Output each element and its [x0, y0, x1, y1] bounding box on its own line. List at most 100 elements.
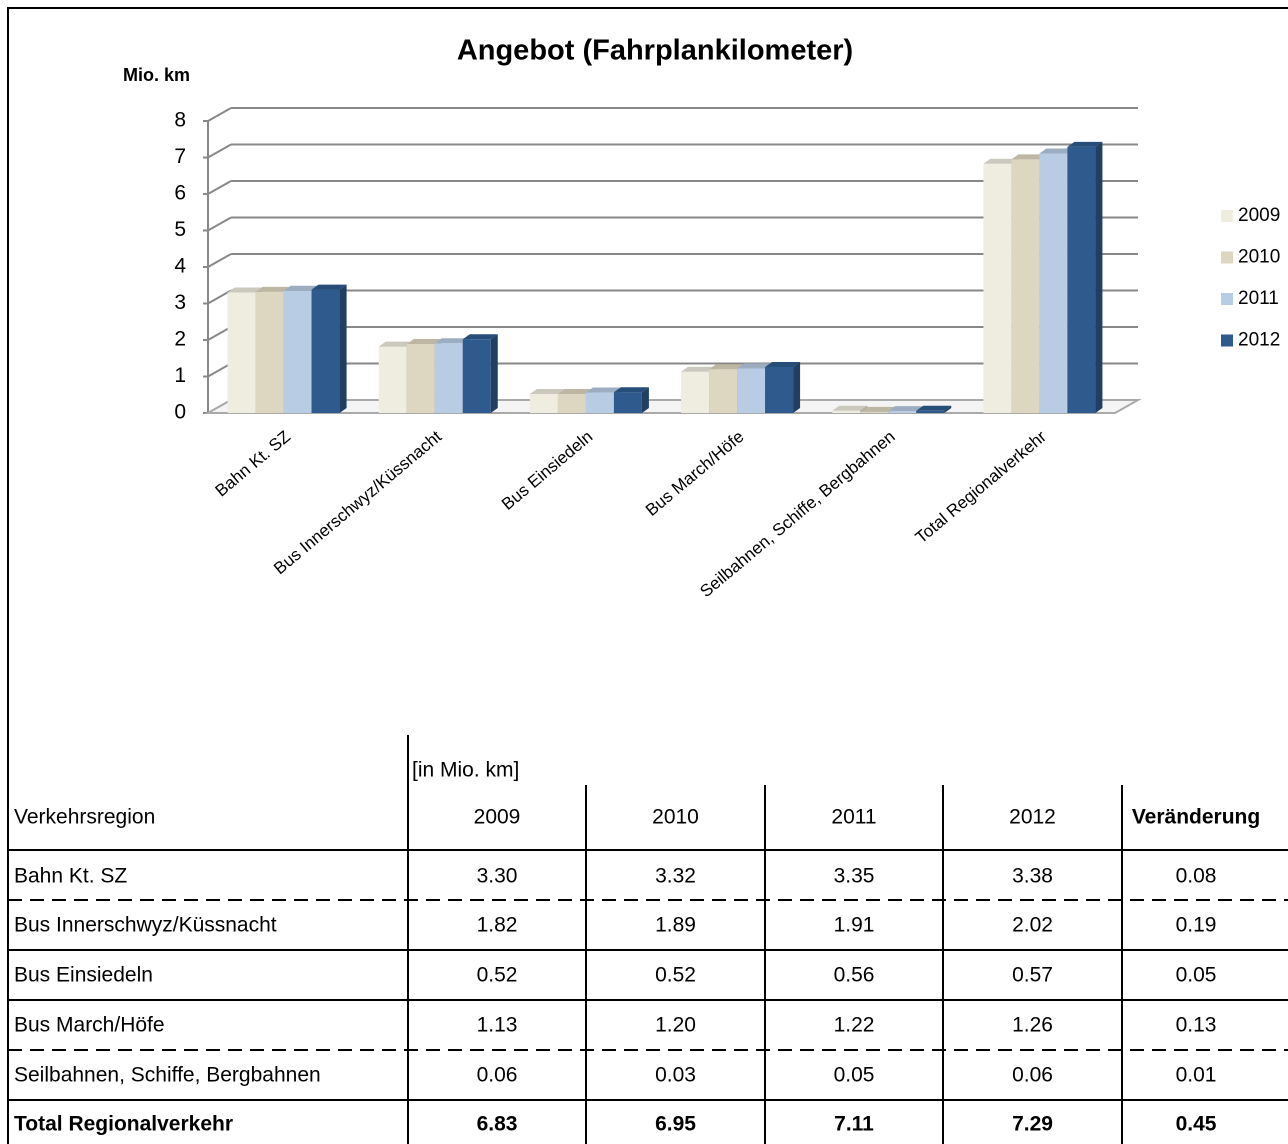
- bar: [1011, 159, 1040, 413]
- table-cell: 1.26: [1012, 1014, 1053, 1037]
- table-cell: 7.29: [1012, 1113, 1053, 1136]
- bar-side: [339, 284, 347, 413]
- bar: [255, 291, 284, 413]
- bar-top: [888, 406, 924, 412]
- legend-label: 2011: [1238, 288, 1279, 309]
- bar-top: [227, 287, 263, 293]
- table-cell: 0.13: [1176, 1014, 1217, 1037]
- table-cell: 0.08: [1176, 865, 1217, 888]
- table-cell: 6.83: [477, 1113, 518, 1136]
- bar-top: [983, 158, 1019, 164]
- table-cell: 2.02: [1012, 914, 1053, 937]
- legend-swatch: [1221, 210, 1233, 222]
- bar-top: [462, 334, 498, 340]
- x-tick-label: Total Regionalverkehr: [912, 427, 1050, 547]
- legend-swatch: [1221, 334, 1233, 347]
- x-tick-label: Bus Einsiedeln: [498, 427, 596, 514]
- bar: [434, 343, 463, 413]
- bar: [311, 289, 340, 413]
- table-cell: 0.52: [477, 964, 518, 987]
- table-cell: 2009: [474, 806, 521, 829]
- bar-top: [613, 387, 649, 393]
- table-cell: 3.32: [655, 865, 696, 888]
- bar-top: [378, 341, 414, 347]
- bar-top: [406, 339, 442, 345]
- grid-line: [207, 216, 232, 232]
- y-tick-label: 4: [174, 255, 186, 278]
- bar: [462, 339, 491, 413]
- table-cell: Total Regionalverkehr: [14, 1113, 233, 1136]
- bar-top: [737, 363, 773, 369]
- table-cell: 3.38: [1012, 865, 1053, 888]
- grid-line: [207, 107, 232, 122]
- bar: [557, 394, 586, 413]
- table-cell: Bahn Kt. SZ: [14, 865, 127, 888]
- table-cell: 1.22: [834, 1014, 875, 1037]
- table-cell: 1.20: [655, 1014, 696, 1037]
- grid-line: [207, 180, 232, 195]
- table-cell: 0.05: [1176, 964, 1217, 987]
- bar: [832, 410, 861, 413]
- bar-top: [765, 362, 801, 368]
- table-cell: Bus Einsiedeln: [14, 964, 153, 987]
- table-cell: 3.30: [477, 865, 518, 888]
- x-tick-label: Bahn Kt. SZ: [212, 427, 294, 500]
- bar: [765, 367, 794, 413]
- y-tick-label: 8: [174, 109, 186, 132]
- bar-top: [283, 285, 319, 291]
- y-tick-label: 7: [174, 145, 186, 168]
- y-tick-label: 5: [174, 218, 186, 241]
- grid-line: [207, 143, 232, 159]
- frame: [7, 7, 1288, 1144]
- bar: [529, 394, 558, 413]
- bar: [1067, 146, 1096, 414]
- table-cell: Bus Innerschwyz/Küssnacht: [14, 914, 277, 937]
- bar-top: [434, 338, 470, 344]
- unit-label: [in Mio. km]: [412, 759, 519, 782]
- table-cell: Seilbahnen, Schiffe, Bergbahnen: [14, 1064, 321, 1087]
- table-cell: 3.35: [834, 865, 875, 888]
- bar-top: [585, 387, 621, 393]
- bar-top: [1011, 154, 1047, 160]
- table-cell: 2011: [831, 806, 876, 829]
- table-cell: 0.56: [834, 964, 875, 987]
- table-cell: 0.03: [655, 1064, 696, 1087]
- bar-side: [793, 362, 801, 413]
- bar-side: [944, 405, 952, 413]
- y-axis-label: Mio. km: [123, 65, 190, 85]
- bar-side: [490, 334, 498, 413]
- table-cell: Verkehrsregion: [14, 806, 155, 829]
- bar-top: [709, 364, 745, 370]
- table-cell: 2012: [1009, 806, 1056, 829]
- y-tick-label: 1: [174, 364, 186, 387]
- y-tick-label: 3: [174, 291, 186, 314]
- bar: [585, 392, 614, 413]
- table-cell: 0.01: [1176, 1064, 1217, 1087]
- bar-top: [311, 284, 347, 290]
- legend-swatch: [1221, 251, 1233, 264]
- bar: [860, 411, 889, 413]
- bar-top: [1039, 148, 1075, 154]
- grid-line: [207, 253, 232, 268]
- legend-label: 2012: [1238, 330, 1280, 351]
- table-cell: Veränderung: [1132, 806, 1260, 829]
- bar: [227, 292, 256, 413]
- bar: [709, 369, 738, 413]
- table-cell: 6.95: [655, 1113, 696, 1136]
- table-cell: 7.11: [834, 1113, 874, 1136]
- table-cell: 1.13: [477, 1014, 518, 1037]
- table-cell: 0.05: [834, 1064, 875, 1087]
- table-cell: 2010: [652, 806, 699, 829]
- table-cell: 0.06: [1012, 1064, 1053, 1087]
- bar: [283, 290, 312, 413]
- bar-top: [916, 405, 952, 411]
- legend-label: 2009: [1238, 205, 1280, 226]
- y-tick-label: 2: [174, 328, 186, 351]
- grid-line: [207, 289, 232, 305]
- table-cell: 0.06: [477, 1064, 518, 1087]
- bar: [378, 346, 407, 413]
- bar-top: [860, 406, 896, 412]
- x-tick-label: Bus Innerschwyz/Küssnacht: [270, 427, 445, 578]
- legend-label: 2010: [1238, 247, 1280, 268]
